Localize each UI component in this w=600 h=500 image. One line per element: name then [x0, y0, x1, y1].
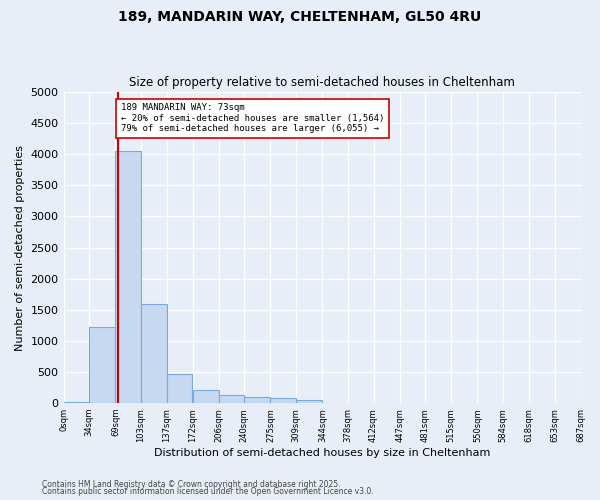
Text: 189 MANDARIN WAY: 73sqm
← 20% of semi-detached houses are smaller (1,564)
79% of: 189 MANDARIN WAY: 73sqm ← 20% of semi-de…: [121, 104, 384, 133]
Text: 189, MANDARIN WAY, CHELTENHAM, GL50 4RU: 189, MANDARIN WAY, CHELTENHAM, GL50 4RU: [118, 10, 482, 24]
X-axis label: Distribution of semi-detached houses by size in Cheltenham: Distribution of semi-detached houses by …: [154, 448, 490, 458]
Bar: [271, 398, 296, 403]
Bar: [115, 151, 141, 403]
Bar: [193, 390, 218, 403]
Text: Contains public sector information licensed under the Open Government Licence v3: Contains public sector information licen…: [42, 487, 374, 496]
Bar: [64, 402, 89, 403]
Y-axis label: Number of semi-detached properties: Number of semi-detached properties: [15, 144, 25, 350]
Text: Contains HM Land Registry data © Crown copyright and database right 2025.: Contains HM Land Registry data © Crown c…: [42, 480, 341, 489]
Bar: [296, 400, 322, 403]
Bar: [244, 398, 270, 403]
Bar: [167, 374, 192, 403]
Bar: [218, 395, 244, 403]
Bar: [89, 327, 115, 403]
Bar: [141, 304, 167, 403]
Title: Size of property relative to semi-detached houses in Cheltenham: Size of property relative to semi-detach…: [129, 76, 515, 90]
